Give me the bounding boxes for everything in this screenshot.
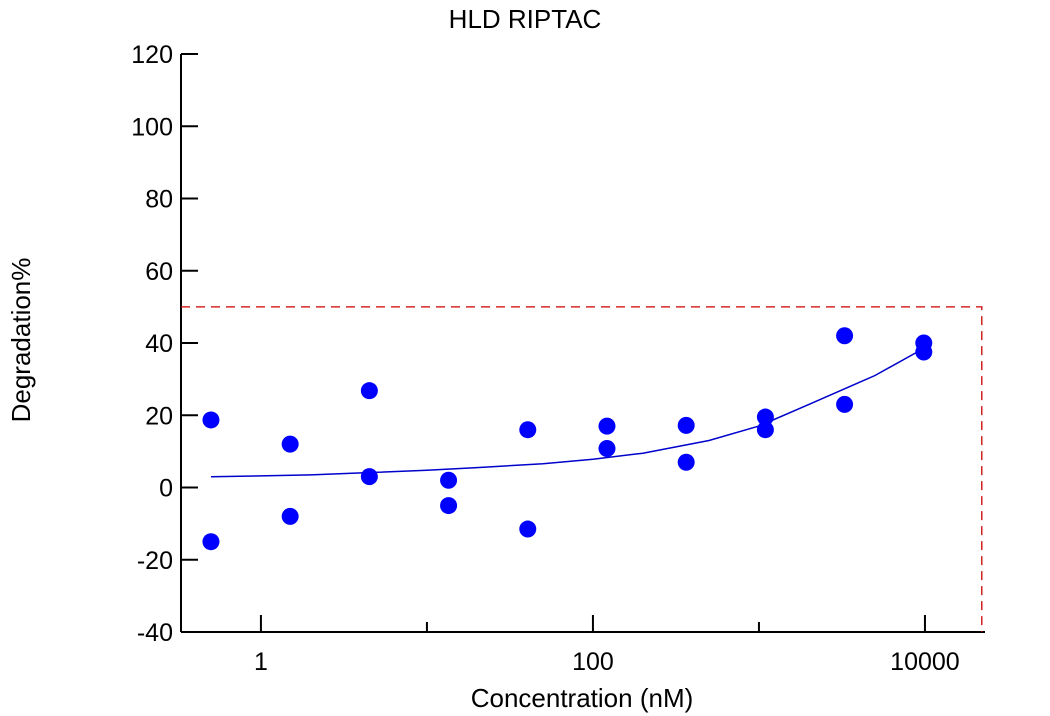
data-point (360, 382, 378, 400)
chart-title: HLD RIPTAC (449, 4, 602, 34)
data-point (756, 408, 774, 426)
data-point (756, 421, 774, 439)
threshold-box (181, 306, 983, 632)
data-point (202, 411, 220, 429)
data-point (677, 453, 695, 471)
data-point (598, 417, 616, 435)
threshold-line (181, 306, 983, 632)
data-point (281, 435, 299, 453)
y-tick-label: -40 (137, 619, 173, 647)
x-tick-label: 100 (572, 648, 614, 676)
data-point (440, 497, 458, 515)
data-point (519, 520, 537, 538)
x-axis-label: Concentration (nM) (471, 683, 694, 713)
x-tick-label: 1 (254, 648, 268, 676)
y-axis-label: Degradation% (6, 258, 36, 423)
y-tick-label: 60 (145, 258, 173, 286)
data-point (519, 421, 537, 439)
y-tick-label: 20 (145, 402, 173, 430)
data-point (281, 507, 299, 525)
y-tick-label: 100 (131, 113, 173, 141)
data-points (202, 327, 933, 551)
y-tick-label: 40 (145, 330, 173, 358)
data-point (202, 533, 220, 551)
data-point (836, 327, 854, 345)
y-axis: -40 -20 0 20 40 60 80 100 120 (131, 41, 198, 647)
fit-line (210, 347, 925, 478)
x-tick-label: 10000 (890, 648, 960, 676)
y-tick-label: 80 (145, 186, 173, 214)
data-point (836, 395, 854, 413)
data-point (598, 439, 616, 457)
fit-curve (210, 347, 925, 478)
data-point (915, 343, 933, 361)
y-tick-label: 120 (131, 41, 173, 69)
data-point (440, 471, 458, 489)
x-axis: 1 100 10000 (181, 615, 985, 676)
y-tick-label: -20 (137, 547, 173, 575)
y-tick-label: 0 (159, 475, 173, 503)
data-point (677, 416, 695, 434)
data-point (360, 468, 378, 486)
